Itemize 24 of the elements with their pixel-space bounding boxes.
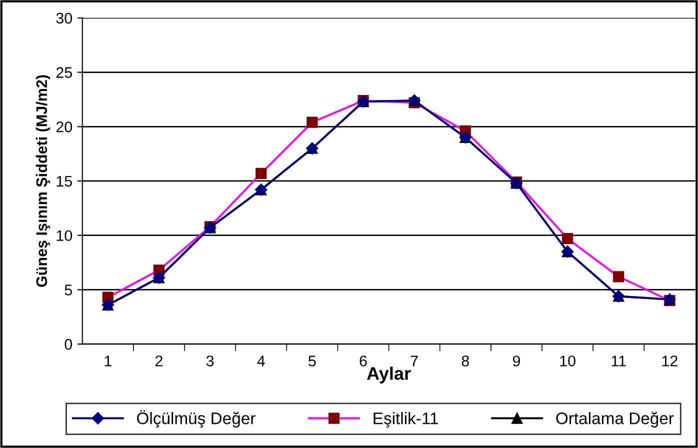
y-axis-title: Güneş Işınım Şiddeti (MJ/m2) (36, 75, 50, 287)
x-tick-label: 2 (155, 356, 162, 366)
y-tick-label: 25 (56, 67, 72, 78)
x-tick-label: 3 (206, 356, 214, 366)
x-tick-label: 7 (410, 356, 418, 366)
x-tick-label: 1 (104, 356, 112, 366)
x-tick-label: 9 (512, 356, 520, 366)
legend-label: Ölçülmüş Değer (137, 410, 256, 428)
y-tick-label: 15 (56, 176, 72, 187)
y-tick-label: 10 (56, 230, 72, 242)
legend-label: Eşitlik-11 (374, 412, 438, 428)
x-tick-label: 10 (560, 356, 576, 366)
legend-label: Ortalama Değer (556, 412, 674, 428)
x-axis-title: Aylar (366, 366, 411, 384)
x-tick-label: 4 (257, 356, 265, 366)
x-tick-label: 6 (360, 356, 367, 366)
x-tick-label: 8 (462, 356, 469, 366)
y-tick-label: 5 (64, 284, 72, 296)
x-tick-label: 5 (308, 356, 316, 366)
y-tick-label: 0 (64, 338, 72, 350)
y-tick-label: 30 (56, 12, 72, 24)
y-tick-label: 20 (56, 122, 72, 132)
x-tick-label: 11 (612, 356, 626, 366)
x-tick-label: 12 (662, 356, 678, 366)
